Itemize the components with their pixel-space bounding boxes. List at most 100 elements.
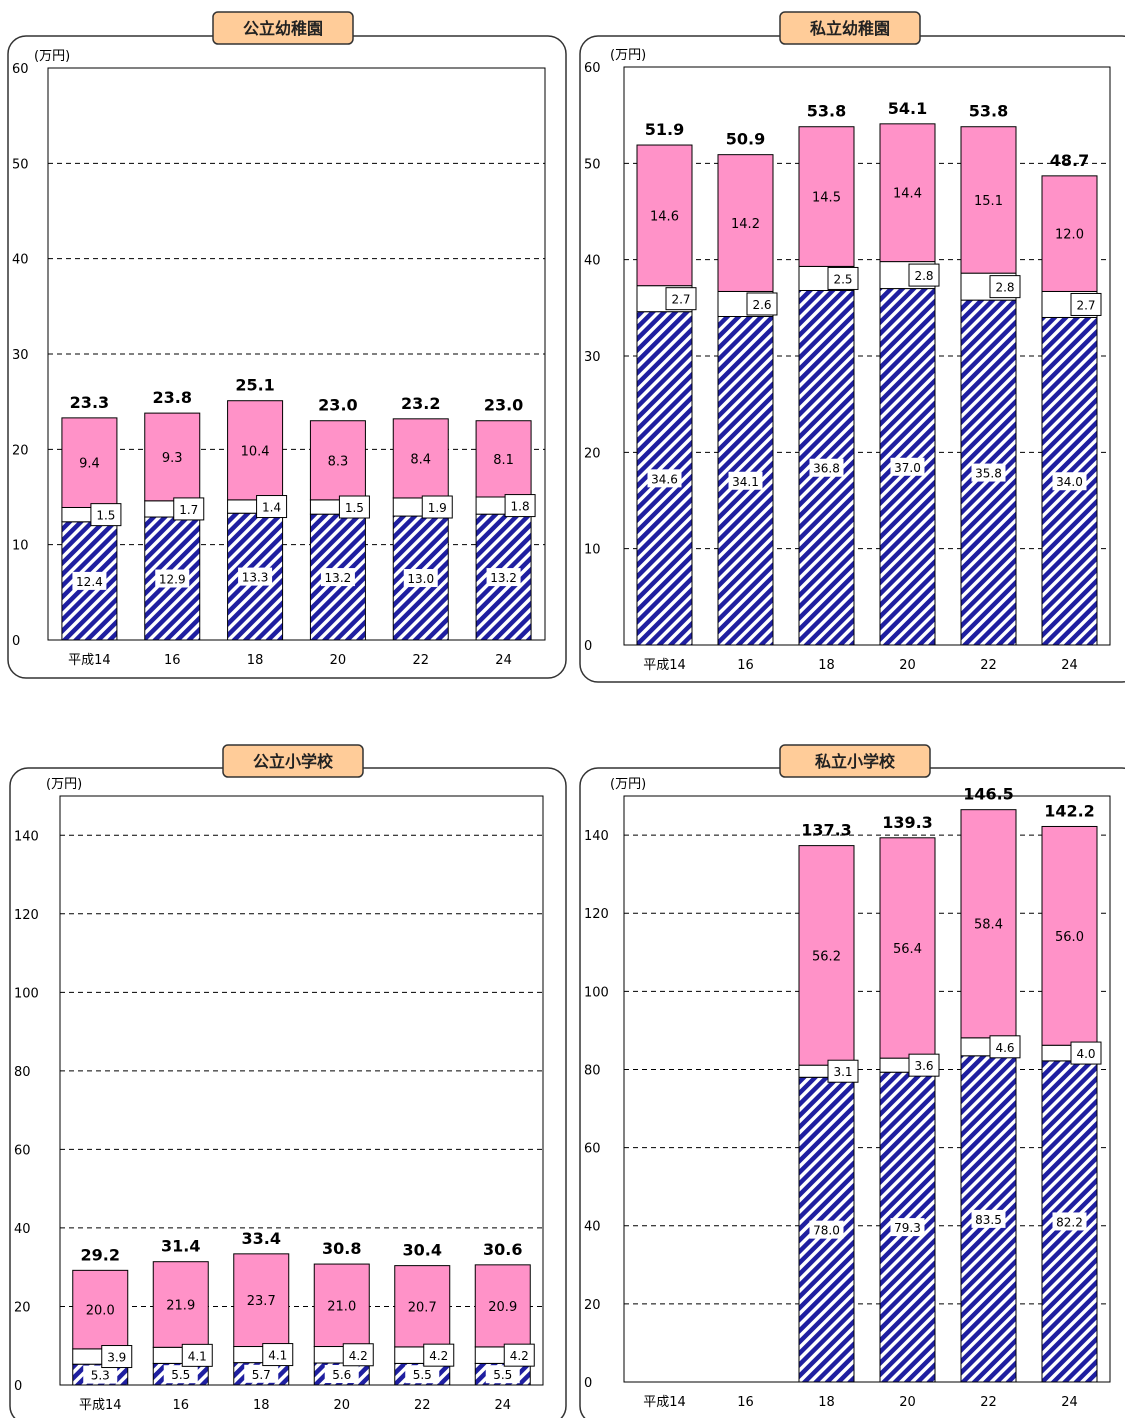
value-label-box <box>421 495 453 519</box>
value-label-top: 20.7 <box>408 1300 437 1315</box>
value-label-bottom: 34.6 <box>651 472 678 486</box>
x-tick-label: 18 <box>253 1398 270 1413</box>
x-tick-label: 22 <box>980 658 997 673</box>
x-tick-label: 24 <box>1061 1395 1078 1410</box>
value-label-middle: 4.1 <box>188 1349 207 1363</box>
value-label-top: 15.1 <box>974 194 1003 209</box>
total-label: 30.4 <box>403 1241 442 1260</box>
value-label-bg <box>485 1365 520 1384</box>
value-label-middle: 4.2 <box>349 1349 368 1363</box>
value-label-top: 20.0 <box>86 1304 115 1319</box>
plot-area <box>59 795 544 1386</box>
y-tick-label: 20 <box>584 1298 601 1313</box>
y-tick-label: 60 <box>584 61 601 76</box>
x-tick-label: 平成14 <box>643 1395 686 1410</box>
bar-segment-top <box>879 123 936 263</box>
value-label-middle: 1.7 <box>179 503 198 517</box>
y-tick-label: 0 <box>584 639 592 654</box>
value-label-bottom: 37.0 <box>894 461 921 475</box>
value-label-bottom: 13.2 <box>325 571 352 585</box>
value-label-box <box>908 263 940 287</box>
y-unit-label: (万円) <box>34 49 70 64</box>
value-label-box <box>504 494 536 518</box>
total-label: 25.1 <box>235 376 274 395</box>
total-label: 146.5 <box>963 785 1014 804</box>
total-label: 31.4 <box>161 1237 200 1256</box>
bar-segment-top <box>392 418 449 499</box>
y-tick-label: 40 <box>12 253 29 268</box>
value-label-box <box>181 1343 213 1367</box>
chart-title: 私立小学校 <box>815 752 896 771</box>
value-label-bg <box>405 1365 440 1384</box>
y-tick-label: 80 <box>14 1065 31 1080</box>
bar-segment-top <box>879 837 936 1059</box>
value-label-bg <box>809 458 844 477</box>
value-label-box <box>101 1345 133 1369</box>
bar-segment-top <box>309 420 366 501</box>
value-label-top: 9.4 <box>79 457 100 472</box>
bar-segment-top <box>1041 175 1098 292</box>
value-label-box <box>342 1343 374 1367</box>
value-label-box <box>1070 292 1102 316</box>
value-label-top: 8.1 <box>493 453 514 468</box>
value-label-top: 58.4 <box>974 918 1003 933</box>
bar-segment-top <box>313 1263 370 1348</box>
chart-title: 公立小学校 <box>253 752 334 771</box>
bar-segment-top <box>233 1253 290 1348</box>
total-label: 23.8 <box>153 388 192 407</box>
value-label-box <box>989 1035 1021 1059</box>
y-tick-label: 60 <box>584 1142 601 1157</box>
value-label-middle: 4.2 <box>510 1349 529 1363</box>
value-label-bottom: 34.1 <box>732 475 759 489</box>
value-label-middle: 3.9 <box>107 1351 126 1365</box>
value-label-bg <box>324 1365 359 1384</box>
x-tick-label: 22 <box>412 653 429 668</box>
total-label: 51.9 <box>645 120 684 139</box>
value-label-top: 8.3 <box>328 454 349 469</box>
bar-segment-top <box>61 417 118 508</box>
chart-title-box <box>222 744 364 778</box>
x-tick-label: 24 <box>495 653 512 668</box>
value-label-box <box>746 292 778 316</box>
value-label-top: 56.4 <box>893 942 922 957</box>
value-label-middle: 4.0 <box>1076 1047 1095 1061</box>
value-label-box <box>908 1053 940 1077</box>
y-tick-label: 20 <box>12 443 29 458</box>
value-label-middle: 2.8 <box>914 269 933 283</box>
value-label-bottom: 5.3 <box>91 1369 110 1383</box>
value-label-bg <box>890 457 925 476</box>
total-label: 30.8 <box>322 1239 361 1258</box>
bar-segment-top <box>72 1269 129 1350</box>
value-label-bottom: 35.8 <box>975 467 1002 481</box>
y-tick-label: 0 <box>584 1376 592 1391</box>
total-label: 54.1 <box>888 99 927 118</box>
x-tick-label: 平成14 <box>643 658 686 673</box>
total-label: 29.2 <box>81 1245 120 1264</box>
chart-panel-2: 私立幼稚園 0 10 20 30 40 50 60 (万円) 平成14 34.6 2.7 14.6 51.… <box>579 11 1125 683</box>
value-label-box <box>827 1059 859 1083</box>
value-label-bg <box>728 471 763 490</box>
value-label-middle: 2.7 <box>671 293 690 307</box>
y-tick-label: 140 <box>14 829 39 844</box>
bar-segment-top <box>960 126 1017 274</box>
value-label-top: 14.4 <box>893 187 922 202</box>
y-tick-label: 40 <box>584 254 601 269</box>
value-label-box <box>256 495 288 519</box>
y-tick-label: 140 <box>584 829 609 844</box>
value-label-top: 14.6 <box>650 209 679 224</box>
total-label: 23.0 <box>484 396 523 415</box>
value-label-bottom: 5.5 <box>413 1368 432 1382</box>
value-label-box <box>1070 1041 1102 1065</box>
x-tick-label: 18 <box>818 658 835 673</box>
total-label: 23.3 <box>70 393 109 412</box>
value-label-bottom: 5.6 <box>332 1368 351 1382</box>
value-label-top: 8.4 <box>410 452 431 467</box>
value-label-box <box>989 275 1021 299</box>
value-label-top: 10.4 <box>241 444 270 459</box>
bar-segment-top <box>798 845 855 1066</box>
bar-segment-top <box>798 126 855 267</box>
x-tick-label: 20 <box>330 653 347 668</box>
value-label-middle: 1.5 <box>345 501 364 515</box>
x-tick-label: 16 <box>737 1395 754 1410</box>
chart-title-box <box>779 744 931 778</box>
